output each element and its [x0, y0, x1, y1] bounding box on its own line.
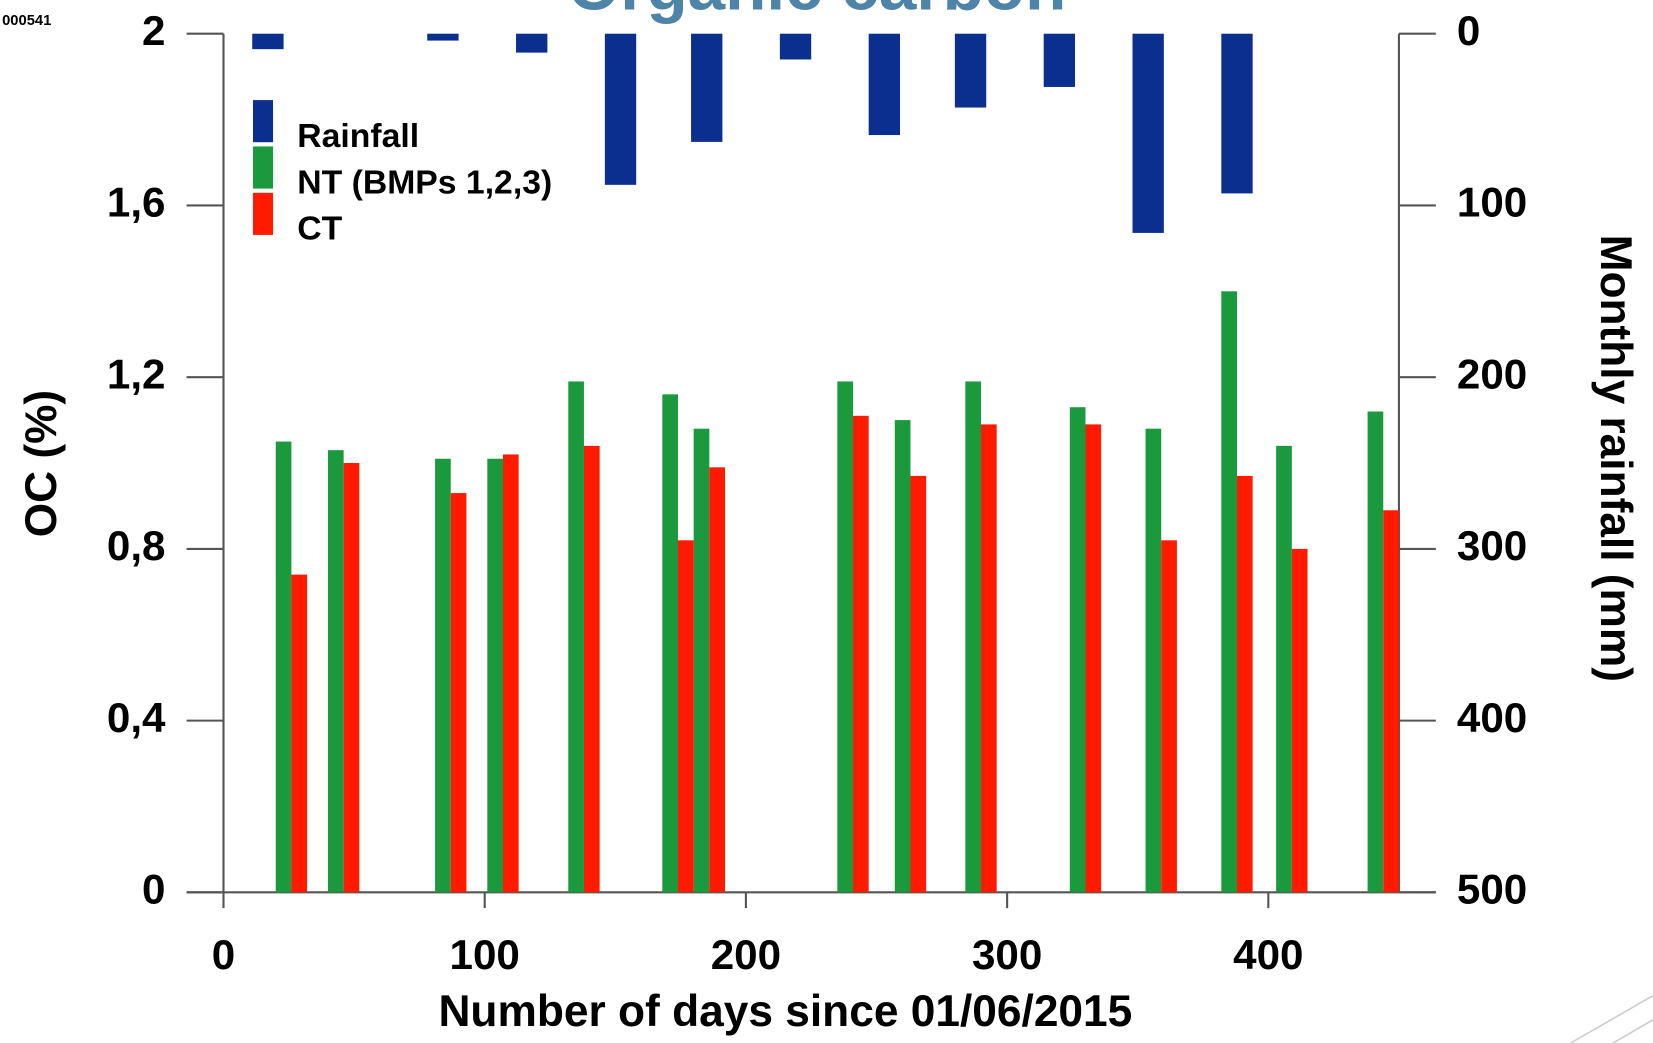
bar — [1085, 424, 1102, 893]
rainfall-bar — [1132, 33, 1164, 233]
bar — [450, 493, 467, 893]
rainfall-bar — [516, 33, 548, 53]
y2-tick-label: 100 — [1457, 179, 1527, 226]
y-tick-label: 0,8 — [107, 522, 166, 569]
bar — [275, 441, 292, 893]
bar — [487, 458, 503, 893]
bar — [662, 394, 678, 893]
y-tick-label: 0 — [142, 865, 165, 912]
bar — [709, 467, 726, 893]
bar — [435, 458, 451, 893]
x-tick-label: 300 — [972, 931, 1042, 978]
y-axis-title: OC (%) — [17, 390, 66, 537]
legend-label: NT (BMPs 1,2,3) — [297, 163, 552, 201]
bar — [343, 463, 360, 893]
bar — [1367, 411, 1384, 893]
y-tick-label: 1,6 — [107, 179, 166, 226]
bar — [502, 454, 519, 893]
y2-tick-label: 0 — [1457, 7, 1480, 54]
slide-id: 000541 — [2, 13, 51, 29]
y2-axis-title: Monthly rainfall (mm) — [1591, 235, 1640, 682]
bar — [1291, 548, 1308, 893]
bar — [981, 424, 997, 893]
x-tick-label: 100 — [450, 931, 520, 978]
rainfall-bar — [779, 33, 812, 60]
bar — [1236, 475, 1253, 893]
y-tick-label: 2 — [142, 7, 165, 54]
bar — [1161, 540, 1177, 893]
legend-label: Rainfall — [297, 117, 419, 155]
rainfall-bar — [954, 33, 987, 108]
y2-tick-label: 300 — [1457, 522, 1527, 569]
bar — [568, 381, 584, 893]
y-tick-label: 0,4 — [107, 694, 166, 741]
bar — [1383, 510, 1399, 893]
y2-tick-label: 500 — [1457, 865, 1527, 912]
x-tick-label: 200 — [711, 931, 781, 978]
rainfall-bar — [868, 33, 901, 136]
bar — [894, 420, 911, 893]
bar — [327, 450, 344, 893]
bar — [837, 381, 854, 893]
rainfall-bar — [691, 33, 723, 142]
legend-swatch — [253, 146, 274, 189]
bar — [291, 574, 308, 893]
y-tick-label: 1,2 — [107, 350, 166, 397]
legend-swatch — [253, 100, 274, 143]
bar — [1145, 428, 1162, 893]
x-tick-label: 400 — [1233, 931, 1303, 978]
rainfall-bar — [1221, 33, 1253, 194]
bar — [1221, 291, 1237, 893]
bar — [677, 540, 694, 893]
bar — [1276, 445, 1292, 893]
rainfall-bar — [604, 33, 637, 185]
bar — [1069, 407, 1086, 893]
x-tick-label: 0 — [212, 931, 235, 978]
bar — [910, 475, 927, 893]
rainfall-bar — [1043, 33, 1076, 87]
x-axis-title: Number of days since 01/06/2015 — [438, 987, 1132, 1036]
decoration — [1570, 994, 1653, 1043]
y2-tick-label: 400 — [1457, 694, 1527, 741]
rainfall-bar — [252, 33, 284, 50]
rainfall-bar — [427, 33, 459, 41]
bar — [693, 428, 710, 893]
bar — [583, 445, 600, 893]
bar — [965, 381, 982, 893]
decoration — [1612, 1019, 1653, 1043]
legend-swatch — [253, 192, 274, 235]
chart-title: Organic carbon — [568, 0, 1067, 24]
bar — [853, 415, 869, 893]
y2-tick-label: 200 — [1457, 350, 1527, 397]
legend-label: CT — [297, 210, 342, 248]
